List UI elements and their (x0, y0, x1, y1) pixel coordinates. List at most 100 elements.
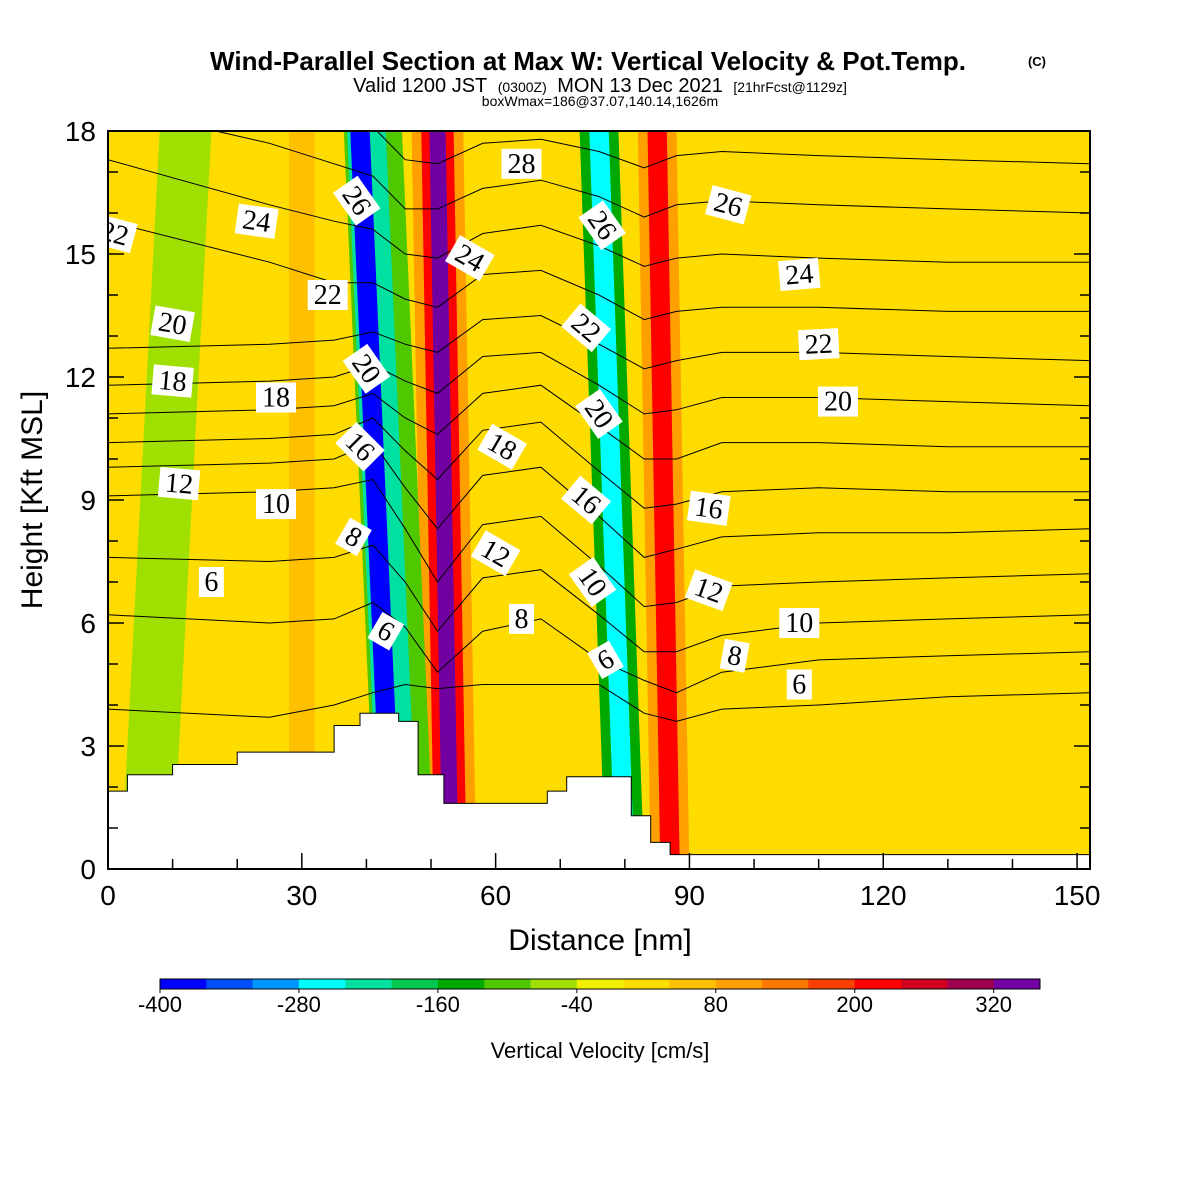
isotherm-line (108, 384, 1090, 460)
contour-label: 8 (719, 638, 750, 673)
contour-label: 12 (684, 569, 733, 612)
colorbar-swatch (901, 979, 948, 989)
velocity-band (589, 131, 635, 869)
colorbar-tick-label: -280 (277, 992, 321, 1017)
contour-label-box (307, 280, 348, 310)
velocity-band (647, 131, 680, 869)
x-tick-label: 90 (674, 880, 705, 911)
contour-label: 16 (686, 490, 731, 526)
contour-label-box (444, 235, 495, 282)
contour-label-box (157, 466, 201, 501)
isotherm-line (108, 601, 1090, 694)
colorbar-tick-label: 80 (704, 992, 728, 1017)
y-tick-label: 18 (65, 116, 96, 147)
contour-label-box (256, 489, 296, 520)
contour-label-text: 20 (156, 306, 189, 341)
x-tick-label: 120 (860, 880, 907, 911)
contour-label-text: 10 (785, 608, 813, 639)
axes: 0 30 60 90 120 150 0 3 6 9 12 15 18 (65, 116, 1101, 911)
contour-label: 22 (797, 328, 840, 361)
x-tick-label: 60 (480, 880, 511, 911)
colorbar-tick-label: -160 (416, 992, 460, 1017)
contour-label-box (198, 567, 224, 597)
colorbar-swatch (762, 979, 809, 989)
valid-time-line: Valid 1200 JST (0300Z) MON 13 Dec 2021 [… (353, 75, 847, 97)
contour-label-text: 22 (97, 215, 132, 252)
contour-label-box (335, 421, 385, 472)
contour-label-box (501, 148, 542, 179)
colorbar-swatch (160, 979, 207, 989)
contour-label-box (578, 200, 626, 251)
contour-label-text: 16 (693, 491, 725, 526)
contour-label-box (367, 611, 405, 651)
contour-label-text: 28 (508, 149, 536, 180)
contour-label: 10 (779, 608, 820, 639)
y-tick-label: 6 (80, 608, 96, 639)
colorbar-swatch (669, 979, 717, 989)
colorbar-swatch (530, 979, 578, 989)
contour-label-box (818, 386, 858, 417)
contour-label-text: 8 (515, 604, 529, 635)
contour-label-box (575, 388, 623, 439)
isotherm-line (108, 683, 1090, 722)
colorbar-swatch (993, 979, 1041, 989)
contour-label-box (108, 213, 138, 254)
colorbar-swatch (947, 979, 995, 989)
colorbar-swatch (345, 979, 393, 989)
contour-label-text: 18 (157, 365, 188, 398)
y-tick-label: 3 (80, 731, 96, 762)
valid-utc: (0300Z) (498, 79, 547, 95)
contour-label: 22 (97, 213, 138, 254)
contour-label-box (704, 185, 752, 225)
contour-label-text: 24 (241, 204, 273, 239)
contour-label: 6 (786, 669, 812, 701)
contour-label-box (686, 490, 731, 526)
contour-label: 28 (501, 148, 542, 180)
contour-label-text: 24 (784, 258, 815, 291)
colorbar-swatch (576, 979, 624, 989)
colorbar-swatch (808, 979, 856, 989)
contour-label-box (779, 608, 820, 638)
colorbar-swatch (854, 979, 902, 989)
contour-label: 24 (234, 203, 279, 239)
chart-title: Wind-Parallel Section at Max W: Vertical… (210, 46, 966, 76)
contour-label-text: 10 (262, 489, 290, 520)
colorbar-swatch (298, 979, 346, 989)
contour-label-box (342, 343, 391, 394)
contour-label-box (470, 530, 521, 577)
contour-label: 20 (818, 386, 858, 418)
contour-label-box (797, 328, 840, 361)
contour-label-box (234, 203, 279, 239)
contour-label-box (684, 569, 733, 612)
colorbar-frame (159, 978, 1041, 990)
contour-label-box (561, 303, 612, 353)
isotherm-line (108, 478, 1090, 608)
colorbar: -400 -280 -160 -40 80 200 320 (138, 978, 1041, 1017)
isotherm-line (108, 159, 1090, 267)
contour-label-text: 12 (164, 467, 195, 500)
x-tick-label: 0 (100, 880, 116, 911)
contour-label: 26 (704, 185, 752, 225)
contour-label-box (477, 423, 527, 470)
colorbar-label: Vertical Velocity [cm/s] (491, 1038, 710, 1063)
contour-label-text: 6 (204, 567, 218, 598)
contour-label-box (150, 305, 195, 342)
contour-label-box (151, 364, 194, 398)
contour-label: 8 (509, 603, 534, 635)
contour-label: 18 (151, 364, 194, 398)
x-tick-label: 150 (1054, 880, 1101, 911)
x-axis-label: Distance [nm] (508, 924, 691, 957)
colorbar-swatch (391, 979, 439, 989)
box-info: boxWmax=186@37.07,140.14,1626m (482, 93, 718, 109)
contour-label-text: 6 (792, 670, 806, 701)
contour-label-box (719, 638, 750, 673)
contour-label: 20 (150, 305, 195, 342)
contour-label-box (335, 517, 372, 557)
colorbar-tick-label: 200 (836, 992, 873, 1017)
colorbar-tick-label: -400 (138, 992, 182, 1017)
contour-label-text: 8 (725, 640, 744, 673)
contour-label-text: 22 (314, 280, 342, 311)
contour-label: 6 (198, 567, 224, 598)
